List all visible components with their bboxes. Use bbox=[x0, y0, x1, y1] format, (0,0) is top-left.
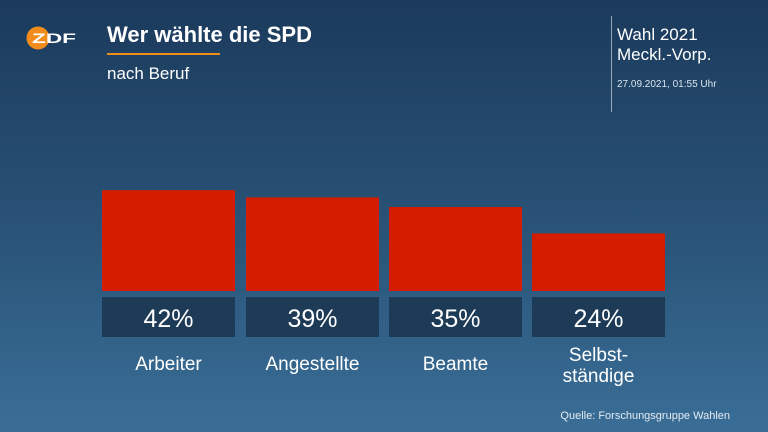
page-subtitle: nach Beruf bbox=[107, 64, 190, 83]
logo-text: ZDF bbox=[32, 30, 77, 46]
election-info: Wahl 2021 Meckl.-Vorp. bbox=[617, 25, 711, 65]
bar-3 bbox=[532, 233, 665, 291]
value-label-box-0 bbox=[102, 297, 235, 337]
election-year: Wahl 2021 bbox=[617, 25, 698, 44]
bar-2 bbox=[389, 207, 522, 291]
zdf-logo: ZDF bbox=[26, 26, 77, 50]
category-label-2: Beamte bbox=[423, 354, 488, 375]
value-label-0: 42% bbox=[143, 305, 193, 333]
page-title: Wer wählte die SPD bbox=[107, 22, 312, 47]
header-divider bbox=[611, 16, 612, 112]
source-note: Quelle: Forschungsgruppe Wahlen bbox=[560, 410, 730, 422]
timestamp: 27.09.2021, 01:55 Uhr bbox=[617, 79, 717, 90]
category-label-3: Selbst-ständige bbox=[563, 345, 635, 387]
value-label-1: 39% bbox=[287, 305, 337, 333]
category-label-0: Arbeiter bbox=[135, 354, 202, 375]
value-label-box-1 bbox=[246, 297, 379, 337]
value-label-3: 24% bbox=[573, 305, 623, 333]
election-region: Meckl.-Vorp. bbox=[617, 45, 712, 64]
value-label-2: 35% bbox=[430, 305, 480, 333]
bar-1 bbox=[246, 197, 379, 291]
category-label-1: Angestellte bbox=[265, 354, 359, 375]
value-label-box-3 bbox=[532, 297, 665, 337]
value-label-box-2 bbox=[389, 297, 522, 337]
bar-0 bbox=[102, 190, 235, 291]
title-underline bbox=[107, 53, 220, 55]
